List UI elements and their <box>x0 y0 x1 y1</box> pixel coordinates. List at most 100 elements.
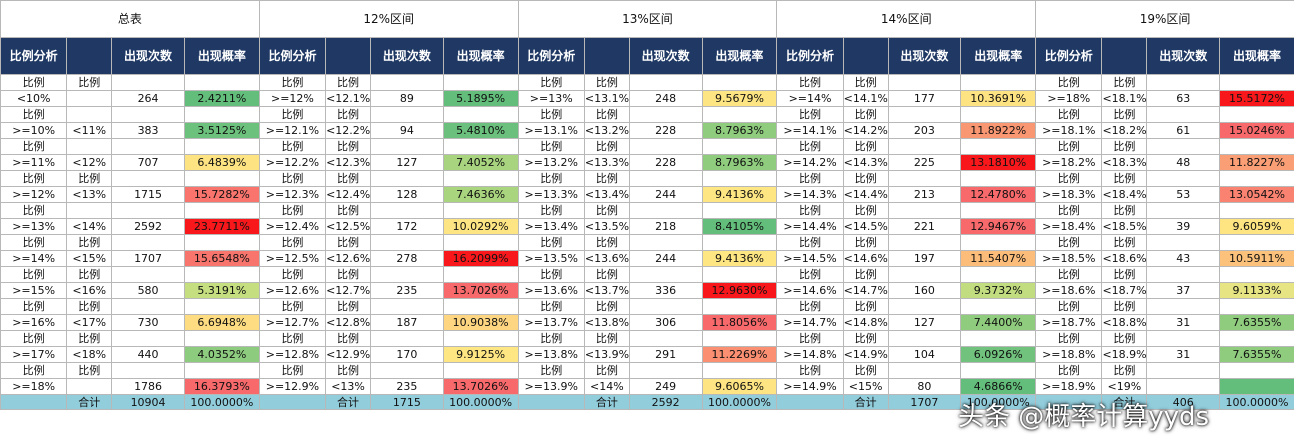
range-upper-cell[interactable]: <14.4% <box>842 186 889 203</box>
empty-cell[interactable] <box>258 394 327 410</box>
empty-cell[interactable] <box>442 74 519 91</box>
ratio-label-cell[interactable]: 比例 <box>66 362 113 379</box>
empty-cell[interactable] <box>776 394 844 410</box>
empty-cell[interactable] <box>442 298 519 315</box>
ratio-label-cell[interactable]: 比例 <box>258 170 327 187</box>
range-lower-cell[interactable]: >=14.9% <box>776 378 844 395</box>
count-cell[interactable]: 160 <box>887 282 962 299</box>
range-lower-cell[interactable]: <10% <box>0 90 68 107</box>
range-lower-cell[interactable]: >=12.5% <box>258 250 327 267</box>
range-lower-cell[interactable]: >=12.8% <box>258 346 327 363</box>
section-title[interactable]: 总表 <box>0 0 260 38</box>
empty-cell[interactable] <box>111 234 185 251</box>
ratio-label-cell[interactable]: 比例 <box>842 138 889 155</box>
column-header[interactable]: 出现概率 <box>442 37 519 75</box>
probability-cell[interactable]: 8.7963% <box>701 154 778 171</box>
empty-cell[interactable] <box>701 234 778 251</box>
empty-cell[interactable] <box>1219 362 1294 379</box>
column-header[interactable]: 比例分析 <box>258 37 327 75</box>
ratio-label-cell[interactable]: 比例 <box>842 362 889 379</box>
range-lower-cell[interactable]: >=13.4% <box>517 218 585 235</box>
ratio-label-cell[interactable]: 比例 <box>1101 234 1148 251</box>
total-label-cell[interactable]: 合计 <box>842 394 889 410</box>
range-lower-cell[interactable]: >=18.6% <box>1035 282 1103 299</box>
ratio-label-cell[interactable]: 比例 <box>325 234 371 251</box>
range-upper-cell[interactable]: <12.3% <box>325 154 371 171</box>
column-header[interactable]: 比例分析 <box>776 37 844 75</box>
probability-cell[interactable]: 11.5407% <box>960 250 1037 267</box>
column-header[interactable]: 出现概率 <box>1219 37 1294 75</box>
count-cell[interactable]: 172 <box>370 218 444 235</box>
range-lower-cell[interactable]: >=18.7% <box>1035 314 1103 331</box>
empty-cell[interactable] <box>1146 170 1221 187</box>
empty-cell[interactable] <box>111 170 185 187</box>
range-lower-cell[interactable]: >=12.4% <box>258 218 327 235</box>
probability-cell[interactable]: 13.7026% <box>442 282 519 299</box>
ratio-label-cell[interactable]: 比例 <box>583 298 630 315</box>
column-header[interactable]: 出现概率 <box>701 37 778 75</box>
ratio-label-cell[interactable]: 比例 <box>1035 138 1103 155</box>
ratio-label-cell[interactable]: 比例 <box>0 266 68 283</box>
count-cell[interactable]: 63 <box>1146 90 1221 107</box>
column-header[interactable]: 比例分析 <box>0 37 68 75</box>
ratio-label-cell[interactable]: 比例 <box>1035 170 1103 187</box>
range-upper-cell[interactable]: <14.7% <box>842 282 889 299</box>
empty-cell[interactable] <box>517 394 585 410</box>
column-header[interactable] <box>842 37 889 75</box>
empty-cell[interactable] <box>183 106 260 123</box>
empty-cell[interactable] <box>701 74 778 91</box>
probability-cell[interactable]: 23.7711% <box>183 218 260 235</box>
ratio-label-cell[interactable]: 比例 <box>66 266 113 283</box>
ratio-label-cell[interactable]: 比例 <box>325 266 371 283</box>
count-cell[interactable]: 94 <box>370 122 444 139</box>
range-upper-cell[interactable]: <13.6% <box>583 250 630 267</box>
empty-cell[interactable] <box>887 170 962 187</box>
range-lower-cell[interactable]: >=17% <box>0 346 68 363</box>
range-upper-cell[interactable] <box>66 378 113 395</box>
probability-cell[interactable] <box>1219 378 1294 395</box>
count-cell[interactable]: 213 <box>887 186 962 203</box>
ratio-label-cell[interactable]: 比例 <box>325 106 371 123</box>
empty-cell[interactable] <box>442 106 519 123</box>
probability-cell[interactable]: 9.6059% <box>1219 218 1294 235</box>
total-probability-cell[interactable]: 100.0000% <box>1219 394 1294 410</box>
ratio-label-cell[interactable]: 比例 <box>1101 74 1148 91</box>
probability-cell[interactable]: 10.3691% <box>960 90 1037 107</box>
ratio-label-cell[interactable]: 比例 <box>583 138 630 155</box>
empty-cell[interactable] <box>442 202 519 219</box>
count-cell[interactable]: 580 <box>111 282 185 299</box>
ratio-label-cell[interactable]: 比例 <box>842 330 889 347</box>
range-lower-cell[interactable]: >=13.8% <box>517 346 585 363</box>
empty-cell[interactable] <box>442 330 519 347</box>
range-lower-cell[interactable]: >=13% <box>517 90 585 107</box>
probability-cell[interactable]: 16.3793% <box>183 378 260 395</box>
ratio-label-cell[interactable]: 比例 <box>842 298 889 315</box>
ratio-label-cell[interactable]: 比例 <box>1035 202 1103 219</box>
empty-cell[interactable] <box>887 234 962 251</box>
empty-cell[interactable] <box>628 74 703 91</box>
count-cell[interactable]: 225 <box>887 154 962 171</box>
empty-cell[interactable] <box>701 330 778 347</box>
ratio-label-cell[interactable]: 比例 <box>583 74 630 91</box>
empty-cell[interactable] <box>701 298 778 315</box>
probability-cell[interactable]: 9.1133% <box>1219 282 1294 299</box>
empty-cell[interactable] <box>628 234 703 251</box>
empty-cell[interactable] <box>111 266 185 283</box>
total-label-cell[interactable]: 合计 <box>66 394 113 410</box>
range-lower-cell[interactable]: >=13.3% <box>517 186 585 203</box>
range-lower-cell[interactable]: >=13.9% <box>517 378 585 395</box>
count-cell[interactable]: 127 <box>370 154 444 171</box>
range-upper-cell[interactable]: <15% <box>66 250 113 267</box>
empty-cell[interactable] <box>887 74 962 91</box>
empty-cell[interactable] <box>111 362 185 379</box>
count-cell[interactable]: 244 <box>628 186 703 203</box>
range-lower-cell[interactable]: >=12.3% <box>258 186 327 203</box>
range-lower-cell[interactable]: >=14.2% <box>776 154 844 171</box>
empty-cell[interactable] <box>628 202 703 219</box>
total-count-cell[interactable]: 1715 <box>370 394 444 410</box>
range-lower-cell[interactable]: >=12.9% <box>258 378 327 395</box>
range-lower-cell[interactable]: >=13.6% <box>517 282 585 299</box>
count-cell[interactable]: 249 <box>628 378 703 395</box>
count-cell[interactable]: 197 <box>887 250 962 267</box>
count-cell[interactable]: 127 <box>887 314 962 331</box>
